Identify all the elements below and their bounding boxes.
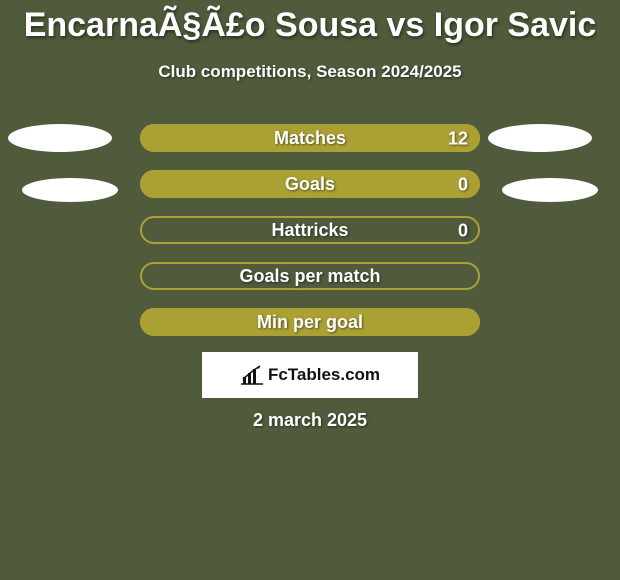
stat-bar-fill — [140, 124, 480, 152]
stat-bar-fill — [140, 170, 480, 198]
stat-row: Goals per match — [0, 262, 620, 290]
stat-bar-value: 12 — [448, 129, 468, 150]
source-logo-text: FcTables.com — [268, 365, 380, 385]
comparison-infographic: EncarnaÃ§Ã£o Sousa vs Igor Savic Club co… — [0, 0, 620, 580]
stat-bar-fill — [140, 308, 480, 336]
source-logo-box: FcTables.com — [202, 352, 418, 398]
stat-bar-value: 0 — [458, 221, 468, 242]
subtitle: Club competitions, Season 2024/2025 — [0, 62, 620, 82]
stat-row: Min per goal — [0, 308, 620, 336]
stat-bar-track — [140, 262, 480, 290]
side-pill — [502, 178, 598, 202]
footer-date: 2 march 2025 — [0, 410, 620, 431]
side-pill — [488, 124, 592, 152]
page-title: EncarnaÃ§Ã£o Sousa vs Igor Savic — [0, 6, 620, 45]
side-pill — [22, 178, 118, 202]
stat-bar-value: 0 — [458, 175, 468, 196]
stat-bar-track — [140, 216, 480, 244]
stat-row: Hattricks0 — [0, 216, 620, 244]
side-pill — [8, 124, 112, 152]
bars-icon — [240, 365, 264, 385]
